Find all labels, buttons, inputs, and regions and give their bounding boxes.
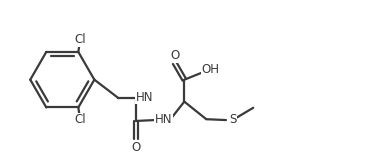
- Text: Cl: Cl: [75, 33, 86, 46]
- Text: S: S: [229, 113, 236, 126]
- Text: HN: HN: [154, 113, 172, 126]
- Text: Cl: Cl: [75, 113, 86, 126]
- Text: O: O: [131, 141, 141, 154]
- Text: OH: OH: [202, 63, 220, 76]
- Text: HN: HN: [136, 91, 153, 104]
- Text: O: O: [170, 49, 179, 62]
